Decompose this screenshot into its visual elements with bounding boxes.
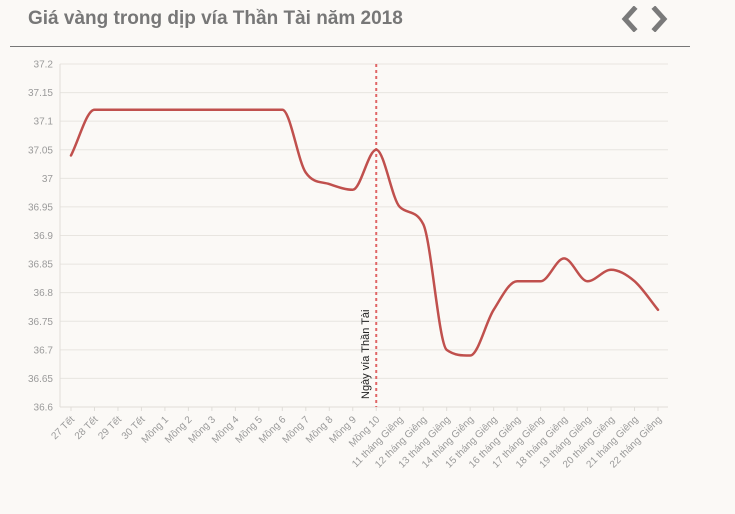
data-point (491, 307, 496, 312)
data-point (656, 307, 661, 312)
data-point (585, 279, 590, 284)
y-tick-label: 36.95 (28, 202, 53, 213)
data-point (562, 256, 567, 261)
data-point (421, 222, 426, 227)
y-tick-label: 36.75 (28, 317, 53, 328)
data-point (303, 170, 308, 175)
annotation-label: Ngày vía Thần Tài (360, 310, 372, 399)
chevron-right-icon (651, 6, 668, 32)
x-tick-label: 27 Tết (49, 413, 78, 442)
y-tick-label: 36.8 (34, 288, 54, 299)
data-point (350, 187, 355, 192)
x-tick-label: 28 Tết (72, 413, 101, 442)
data-point (538, 279, 543, 284)
y-tick-label: 36.7 (34, 345, 54, 356)
data-point (444, 347, 449, 352)
y-tick-label: 36.6 (34, 403, 54, 414)
data-point (92, 107, 97, 112)
data-point (209, 107, 214, 112)
data-point (397, 204, 402, 209)
y-tick-label: 36.85 (28, 260, 53, 271)
data-point (139, 107, 144, 112)
prev-button[interactable] (619, 6, 641, 32)
y-tick-label: 36.9 (34, 231, 54, 242)
data-point (468, 353, 473, 358)
y-tick-label: 37.1 (34, 117, 54, 128)
page-title: Giá vàng trong dịp vía Thần Tài năm 2018 (28, 8, 403, 29)
data-point (374, 147, 379, 152)
next-button[interactable] (648, 6, 670, 32)
chevron-left-icon (621, 6, 638, 32)
y-tick-label: 37.05 (28, 145, 53, 156)
y-tick-label: 37 (42, 174, 54, 185)
y-tick-label: 37.2 (34, 60, 54, 71)
data-point (233, 107, 238, 112)
data-point (280, 107, 285, 112)
y-tick-label: 36.65 (28, 374, 53, 385)
data-point (256, 107, 261, 112)
data-point (115, 107, 120, 112)
data-point (327, 182, 332, 187)
data-point (186, 107, 191, 112)
data-point (632, 279, 637, 284)
y-tick-label: 37.15 (28, 88, 53, 99)
data-point (609, 267, 614, 272)
data-point (162, 107, 167, 112)
x-tick-label: 29 Tết (96, 413, 125, 442)
data-point (515, 279, 520, 284)
data-point (69, 153, 74, 158)
series-line-0 (69, 108, 660, 357)
header-divider (10, 46, 690, 47)
